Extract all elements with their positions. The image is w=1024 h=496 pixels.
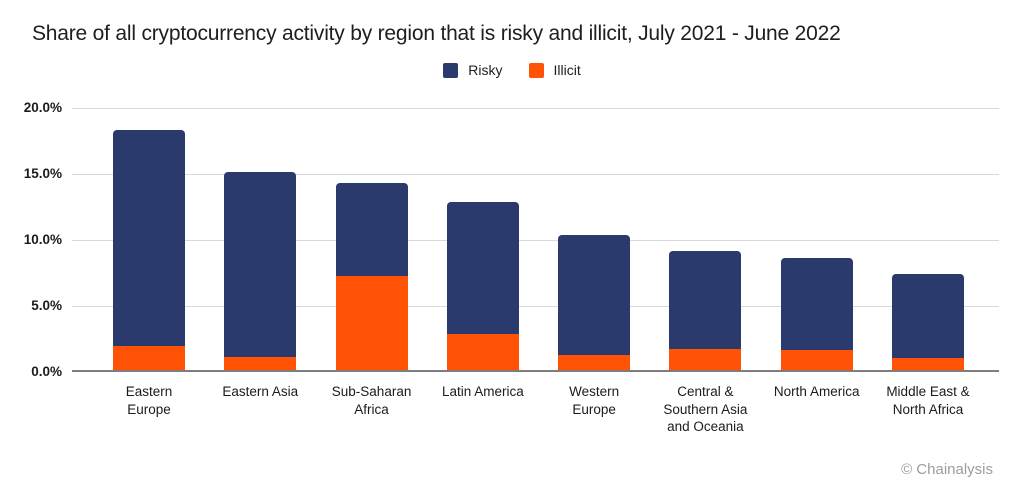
- x-axis-label: Eastern Europe: [125, 384, 173, 417]
- x-label-slot: North America: [774, 383, 860, 437]
- y-tick-label: 15.0%: [23, 166, 62, 181]
- bar-segment-illicit: [224, 356, 297, 370]
- legend: Risky Illicit: [0, 62, 1024, 78]
- bar-eastern-asia: [224, 172, 297, 370]
- y-tick-label: 10.0%: [23, 232, 62, 247]
- gridline: [72, 108, 999, 109]
- bar-western-europe: [558, 235, 631, 370]
- bar-segment-risky: [335, 182, 408, 277]
- bar-eastern-europe: [113, 129, 185, 370]
- bar-segment-risky: [780, 257, 853, 351]
- bar-segment-illicit: [558, 355, 631, 370]
- x-label-slot: Eastern Asia: [222, 383, 298, 437]
- chart-area: 0.0% 5.0% 10.0% 15.0% 20.0% Eastern Europe Eas…: [24, 100, 999, 437]
- footer-credit: © Chainalysis: [901, 461, 993, 478]
- x-axis-label: Sub-Saharan Africa: [331, 384, 412, 417]
- plot-area: 0.0% 5.0% 10.0% 15.0% 20.0%: [24, 100, 999, 379]
- bar-segment-risky: [669, 251, 742, 349]
- bar-latin-america: [446, 202, 519, 370]
- bar-north-america: [780, 257, 853, 370]
- bar-segment-risky: [113, 129, 185, 347]
- bar-central-southern-asia-and-oceania: [669, 251, 742, 370]
- gridline: [72, 174, 999, 175]
- legend-item-illicit: Illicit: [528, 62, 581, 78]
- x-label-slot: Middle East & North Africa: [886, 383, 969, 437]
- x-label-slot: Sub-Saharan Africa: [332, 383, 412, 437]
- bar-segment-risky: [558, 235, 631, 356]
- bar-segment-illicit: [669, 348, 742, 370]
- x-axis-labels: Eastern Europe Eastern Asia Sub-Saharan Afri…: [72, 383, 999, 437]
- x-axis-label: North America: [773, 384, 860, 399]
- x-axis-label: Central & Southern Asia and Oceania: [663, 384, 748, 434]
- y-tick-label: 5.0%: [31, 298, 62, 313]
- bar-segment-risky: [891, 273, 964, 359]
- risky-swatch-icon: [443, 62, 459, 78]
- x-axis-label: Latin America: [441, 384, 524, 399]
- bar-segment-illicit: [446, 334, 519, 370]
- y-tick-label: 20.0%: [23, 100, 62, 115]
- x-label-slot: Central & Southern Asia and Oceania: [663, 383, 747, 437]
- bar-segment-risky: [446, 202, 519, 335]
- bar-segment-risky: [224, 172, 297, 357]
- x-axis-label: Middle East & North Africa: [886, 384, 970, 417]
- x-axis-label: Western Europe: [569, 384, 620, 417]
- legend-label-illicit: Illicit: [553, 62, 581, 78]
- bar-segment-illicit: [113, 346, 185, 370]
- x-axis-label: Eastern Asia: [222, 384, 299, 399]
- bar-sub-saharan-africa: [335, 182, 408, 370]
- bar-segment-illicit: [780, 350, 853, 370]
- y-tick-label: 0.0%: [31, 364, 62, 379]
- x-label-slot: Eastern Europe: [113, 383, 185, 437]
- illicit-swatch-icon: [528, 62, 544, 78]
- x-label-slot: Western Europe: [558, 383, 630, 437]
- bar-middle-east-north-africa: [891, 273, 964, 370]
- legend-item-risky: Risky: [443, 62, 503, 78]
- bars-row: [72, 108, 999, 370]
- page-title: Share of all cryptocurrency activity by …: [32, 22, 841, 45]
- bar-segment-illicit: [335, 276, 408, 370]
- legend-label-risky: Risky: [468, 62, 503, 78]
- gridline: [72, 240, 999, 241]
- gridline: [72, 306, 999, 307]
- x-label-slot: Latin America: [442, 383, 524, 437]
- bar-segment-illicit: [891, 358, 964, 370]
